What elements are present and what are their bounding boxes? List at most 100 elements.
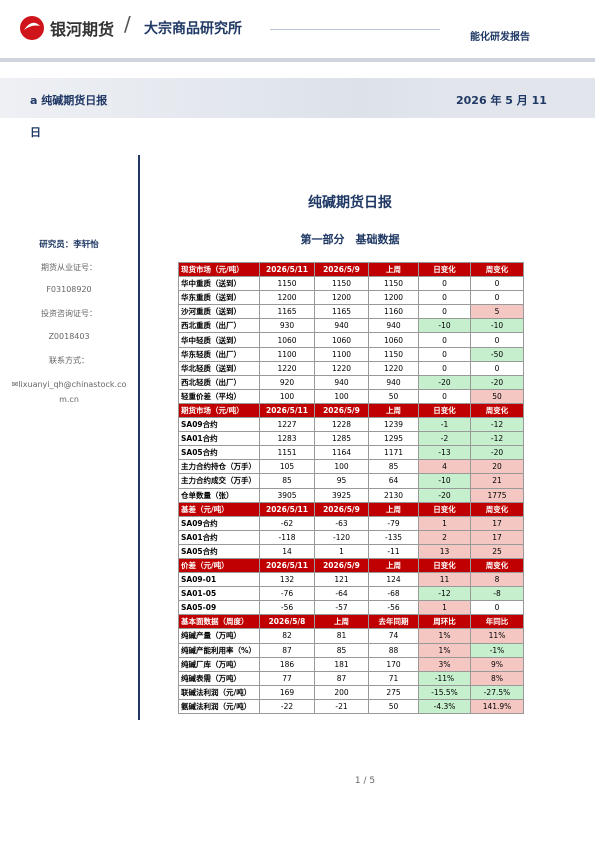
- cell: -10: [418, 318, 471, 334]
- cell: 1775: [470, 487, 524, 503]
- cell: SA05合约: [178, 445, 260, 461]
- table-row: 西北轻质（出厂） 920 940 940 -20 -20: [178, 374, 524, 390]
- cell: 25: [470, 543, 524, 559]
- cell: 4: [418, 459, 471, 475]
- header-cell: 上周: [368, 261, 419, 278]
- cell: 1164: [314, 445, 369, 461]
- header-cell: 周变化: [470, 261, 524, 278]
- header-cell: 现货市场（元/吨）: [178, 261, 260, 278]
- cell: 1171: [368, 445, 419, 461]
- cell: 8%: [470, 670, 524, 686]
- cell: 88: [368, 642, 419, 658]
- researcher: 研究员：李轩怡: [39, 240, 99, 250]
- cell: 华中重质（送到）: [178, 276, 260, 292]
- license-label: 期货从业证号：: [41, 263, 97, 272]
- cell: 21: [470, 473, 524, 489]
- cell: 2130: [368, 487, 419, 503]
- cell: 5: [470, 304, 524, 320]
- cell: SA09-01: [178, 572, 260, 588]
- header-cell: 周变化: [470, 402, 524, 419]
- cell: 85: [368, 459, 419, 475]
- cell: -120: [314, 529, 369, 545]
- cell: SA01合约: [178, 529, 260, 545]
- subtitle: 第一部分 基础数据: [300, 233, 400, 246]
- cell: 17: [470, 515, 524, 531]
- cell: 1295: [368, 431, 419, 447]
- cell: 85: [314, 642, 369, 658]
- cell: 64: [368, 473, 419, 489]
- cell: 轻重价差（平均）: [178, 388, 260, 404]
- data-table: 现货市场（元/吨） 2026/5/11 2026/5/9 上周 日变化 周变化 华中重质（送…: [178, 261, 524, 715]
- report-title: a 纯碱期货日报: [30, 94, 108, 107]
- table-row: SA09-01 132 121 124 11 8: [178, 572, 524, 588]
- page-number: 1 / 5: [354, 776, 376, 786]
- header-cell: 2026/5/9: [314, 261, 369, 278]
- section-header: 价差（元/吨） 2026/5/11 2026/5/9 上周 日变化 周变化: [178, 557, 524, 574]
- cell: 100: [314, 388, 369, 404]
- cell: 1060: [368, 332, 419, 348]
- table-row: 主力合约成交（万手） 85 95 64 -10 21: [178, 473, 524, 489]
- cell: 124: [368, 572, 419, 588]
- cell: 82: [259, 628, 315, 644]
- cell: 0: [418, 346, 471, 362]
- slash: /: [124, 12, 131, 36]
- cell: 1100: [259, 346, 315, 362]
- cell: 141.9%: [470, 698, 524, 715]
- cell: -64: [314, 586, 369, 602]
- section-header: 基本面数据（周度） 2026/5/8 上周 去年同期 周环比 年同比: [178, 614, 524, 630]
- cell: 275: [368, 684, 419, 700]
- cell: 0: [470, 276, 524, 292]
- cell: 3%: [418, 656, 471, 672]
- header-cell: 上周: [368, 501, 419, 517]
- cell: -50: [470, 346, 524, 362]
- cell: -20: [470, 445, 524, 461]
- cell: 2: [418, 529, 471, 545]
- table-row: 轻重价差（平均） 100 100 50 0 50: [178, 388, 524, 404]
- header-cell: 基差（元/吨）: [178, 501, 260, 517]
- cell: 169: [259, 684, 315, 700]
- email-text: lixuanyi_qh@chinastock.co m.cn: [18, 380, 127, 404]
- cell: -135: [368, 529, 419, 545]
- cell: 华东重质（送到）: [178, 290, 260, 306]
- date: 2026 年 5 月 11: [456, 94, 547, 107]
- cell: -79: [368, 515, 419, 531]
- cell: 1220: [314, 360, 369, 376]
- cell: 85: [259, 473, 315, 489]
- cell: 74: [368, 628, 419, 644]
- cell: 11%: [470, 628, 524, 644]
- cell: 华东轻质（出厂）: [178, 346, 260, 362]
- cell: 1: [418, 600, 471, 616]
- cell: -2: [418, 431, 471, 447]
- cell: 华北轻质（送到）: [178, 360, 260, 376]
- cell: 氨碱法利润（元/吨）: [178, 698, 260, 715]
- header-cell: 基本面数据（周度）: [178, 614, 260, 630]
- header-cell: 上周: [314, 614, 369, 630]
- cell: -21: [314, 698, 369, 715]
- header-cell: 周环比: [418, 614, 471, 630]
- cell: 0: [418, 276, 471, 292]
- cell: 主力合约持仓（万手）: [178, 459, 260, 475]
- cell: 940: [314, 374, 369, 390]
- table-row: 华北轻质（送到） 1220 1220 1220 0 0: [178, 360, 524, 376]
- cell: 77: [259, 670, 315, 686]
- table-row: SA01-05 -76 -64 -68 -12 -8: [178, 586, 524, 602]
- cell: 1100: [314, 346, 369, 362]
- cell: 181: [314, 656, 369, 672]
- cell: 1200: [368, 290, 419, 306]
- cell: 0: [418, 388, 471, 404]
- cell: 105: [259, 459, 315, 475]
- cell: 1150: [368, 276, 419, 292]
- consult-label: 投资咨询证号：: [41, 309, 97, 318]
- cell: 1165: [259, 304, 315, 320]
- cell: -1: [418, 417, 471, 433]
- cell: 71: [368, 670, 419, 686]
- cell: 纯碱厂库（万吨）: [178, 656, 260, 672]
- cell: 1: [418, 515, 471, 531]
- cell: 8: [470, 572, 524, 588]
- cell: -56: [259, 600, 315, 616]
- rule: [270, 29, 440, 30]
- table-row: 纯碱产能利用率（%） 87 85 88 1% -1%: [178, 642, 524, 658]
- table-row: 仓单数量（张） 3905 3925 2130 -20 1775: [178, 487, 524, 503]
- email: ✉lixuanyi_qh@chinastock.co m.cn: [11, 380, 127, 404]
- cell: 50: [368, 698, 419, 715]
